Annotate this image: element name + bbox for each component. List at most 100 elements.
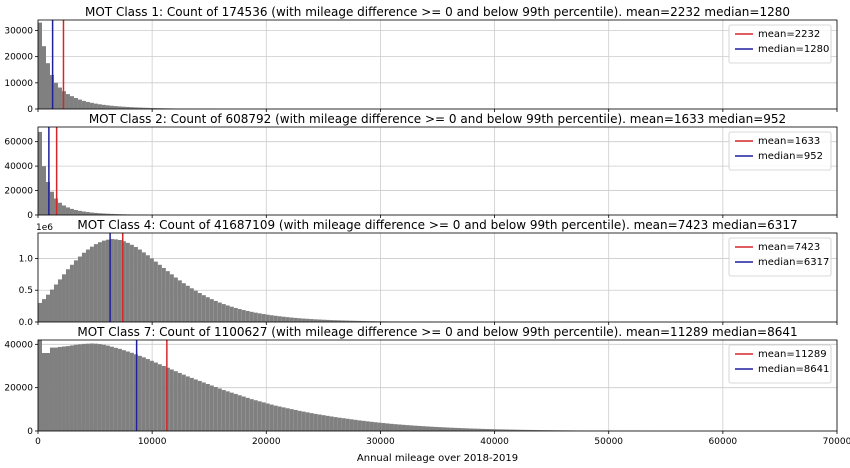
histogram-bar [517, 429, 522, 431]
histogram-bar [529, 429, 534, 431]
histogram-bar [101, 344, 106, 431]
histogram-bar [89, 212, 94, 215]
histogram-bar [89, 343, 94, 431]
histogram-bar [361, 420, 366, 431]
histogram-bar [133, 246, 138, 322]
panel-class-1: MOT Class 1: Count of 174536 (with milea… [4, 5, 838, 115]
histogram-bar [73, 260, 78, 322]
histogram-bar [205, 297, 210, 322]
histogram-bar [109, 346, 114, 431]
histogram-bar [249, 311, 254, 322]
histogram-bar [85, 249, 90, 322]
histogram-bar [357, 320, 362, 322]
histogram-bar [153, 362, 158, 431]
histogram-bar [289, 409, 294, 431]
histogram-bar [513, 429, 518, 431]
histogram-bar [281, 407, 286, 431]
histogram-bar [61, 346, 66, 431]
legend-mean-label: mean=1633 [758, 136, 820, 147]
histogram-bar [169, 369, 174, 431]
histogram-bar [149, 107, 154, 109]
histogram-bar [161, 267, 166, 322]
histogram-bar [281, 316, 286, 322]
histogram-bar [113, 214, 118, 215]
histogram-bar [269, 315, 274, 322]
histogram-bar [121, 350, 126, 431]
histogram-bar [261, 402, 266, 431]
histogram-bar [169, 274, 174, 322]
axes-frame [37, 19, 838, 110]
histogram-bar [117, 214, 122, 215]
histogram-bar [345, 418, 350, 431]
histogram-bar [501, 429, 506, 431]
histogram-bar [413, 425, 418, 431]
histogram-bar [105, 239, 110, 322]
histogram-bar [197, 380, 202, 431]
histogram-bar [493, 429, 498, 431]
histogram-bar [157, 364, 162, 431]
histogram-bar [81, 252, 86, 322]
histogram-bar [313, 319, 318, 322]
histogram-bar [45, 353, 50, 431]
panel-title: MOT Class 2: Count of 608792 (with milea… [89, 112, 786, 126]
histogram-bar [57, 346, 62, 431]
histogram-bar [129, 244, 134, 322]
histogram-bar [157, 108, 162, 109]
histogram-bar [97, 213, 102, 215]
histogram-bar [305, 318, 310, 322]
histogram-bar [65, 207, 70, 215]
x-tick-label: 70000 [823, 437, 850, 447]
histogram-bar [101, 240, 106, 322]
histogram-bar [325, 319, 330, 322]
histogram-bar [165, 367, 170, 431]
histogram-bar [325, 415, 330, 431]
panel-class-4: MOT Class 4: Count of 41687109 (with mil… [19, 218, 838, 328]
histogram-bar [317, 414, 322, 431]
histogram-bar [129, 352, 134, 431]
histogram-bar [205, 383, 210, 431]
histogram-bar [61, 205, 66, 215]
histogram-bar [161, 366, 166, 431]
histogram-bar [73, 344, 78, 431]
histogram-bar [193, 290, 198, 322]
histogram-bar [157, 264, 162, 322]
histogram-bar [441, 427, 446, 431]
histogram-bar [81, 100, 86, 109]
histogram-bar [349, 320, 354, 322]
histogram-bar [141, 252, 146, 322]
histogram-bar [121, 106, 126, 109]
histogram-bar [341, 418, 346, 431]
histogram-bar [453, 427, 458, 431]
histogram-bar [329, 320, 334, 322]
histogram-bar [301, 411, 306, 431]
y-tick-label: 20000 [4, 53, 33, 63]
legend-median-label: median=8641 [758, 364, 829, 375]
y-tick-label: 0 [27, 427, 33, 437]
histogram-bar [141, 107, 146, 109]
histogram-bar [77, 99, 82, 109]
legend: mean=7423 median=6317 [728, 237, 832, 277]
histogram-bar [285, 408, 290, 431]
histogram-bar [45, 294, 50, 322]
histogram-bar [273, 315, 278, 322]
histogram-bar [93, 212, 98, 215]
histogram-bar [117, 348, 122, 431]
histogram-bar [93, 244, 98, 322]
histogram-bar [189, 377, 194, 431]
x-axis-label: Annual mileage over 2018-2019 [357, 453, 518, 464]
histogram-bar [497, 429, 502, 431]
histogram-bar [185, 285, 190, 322]
y-tick-label: 0 [27, 105, 33, 115]
histogram-bar [505, 429, 510, 431]
histogram-bar [257, 401, 262, 431]
histogram-bar [213, 300, 218, 322]
histogram-bar [365, 421, 370, 431]
legend-mean-label: mean=2232 [758, 29, 820, 40]
histogram-bar [141, 357, 146, 431]
histogram-bar [57, 87, 62, 109]
legend-mean-label: mean=11289 [758, 349, 827, 360]
histogram-bar [261, 314, 266, 322]
histogram-bar [429, 426, 434, 431]
legend: mean=11289 median=8641 [728, 344, 832, 384]
histogram-bar [341, 320, 346, 322]
